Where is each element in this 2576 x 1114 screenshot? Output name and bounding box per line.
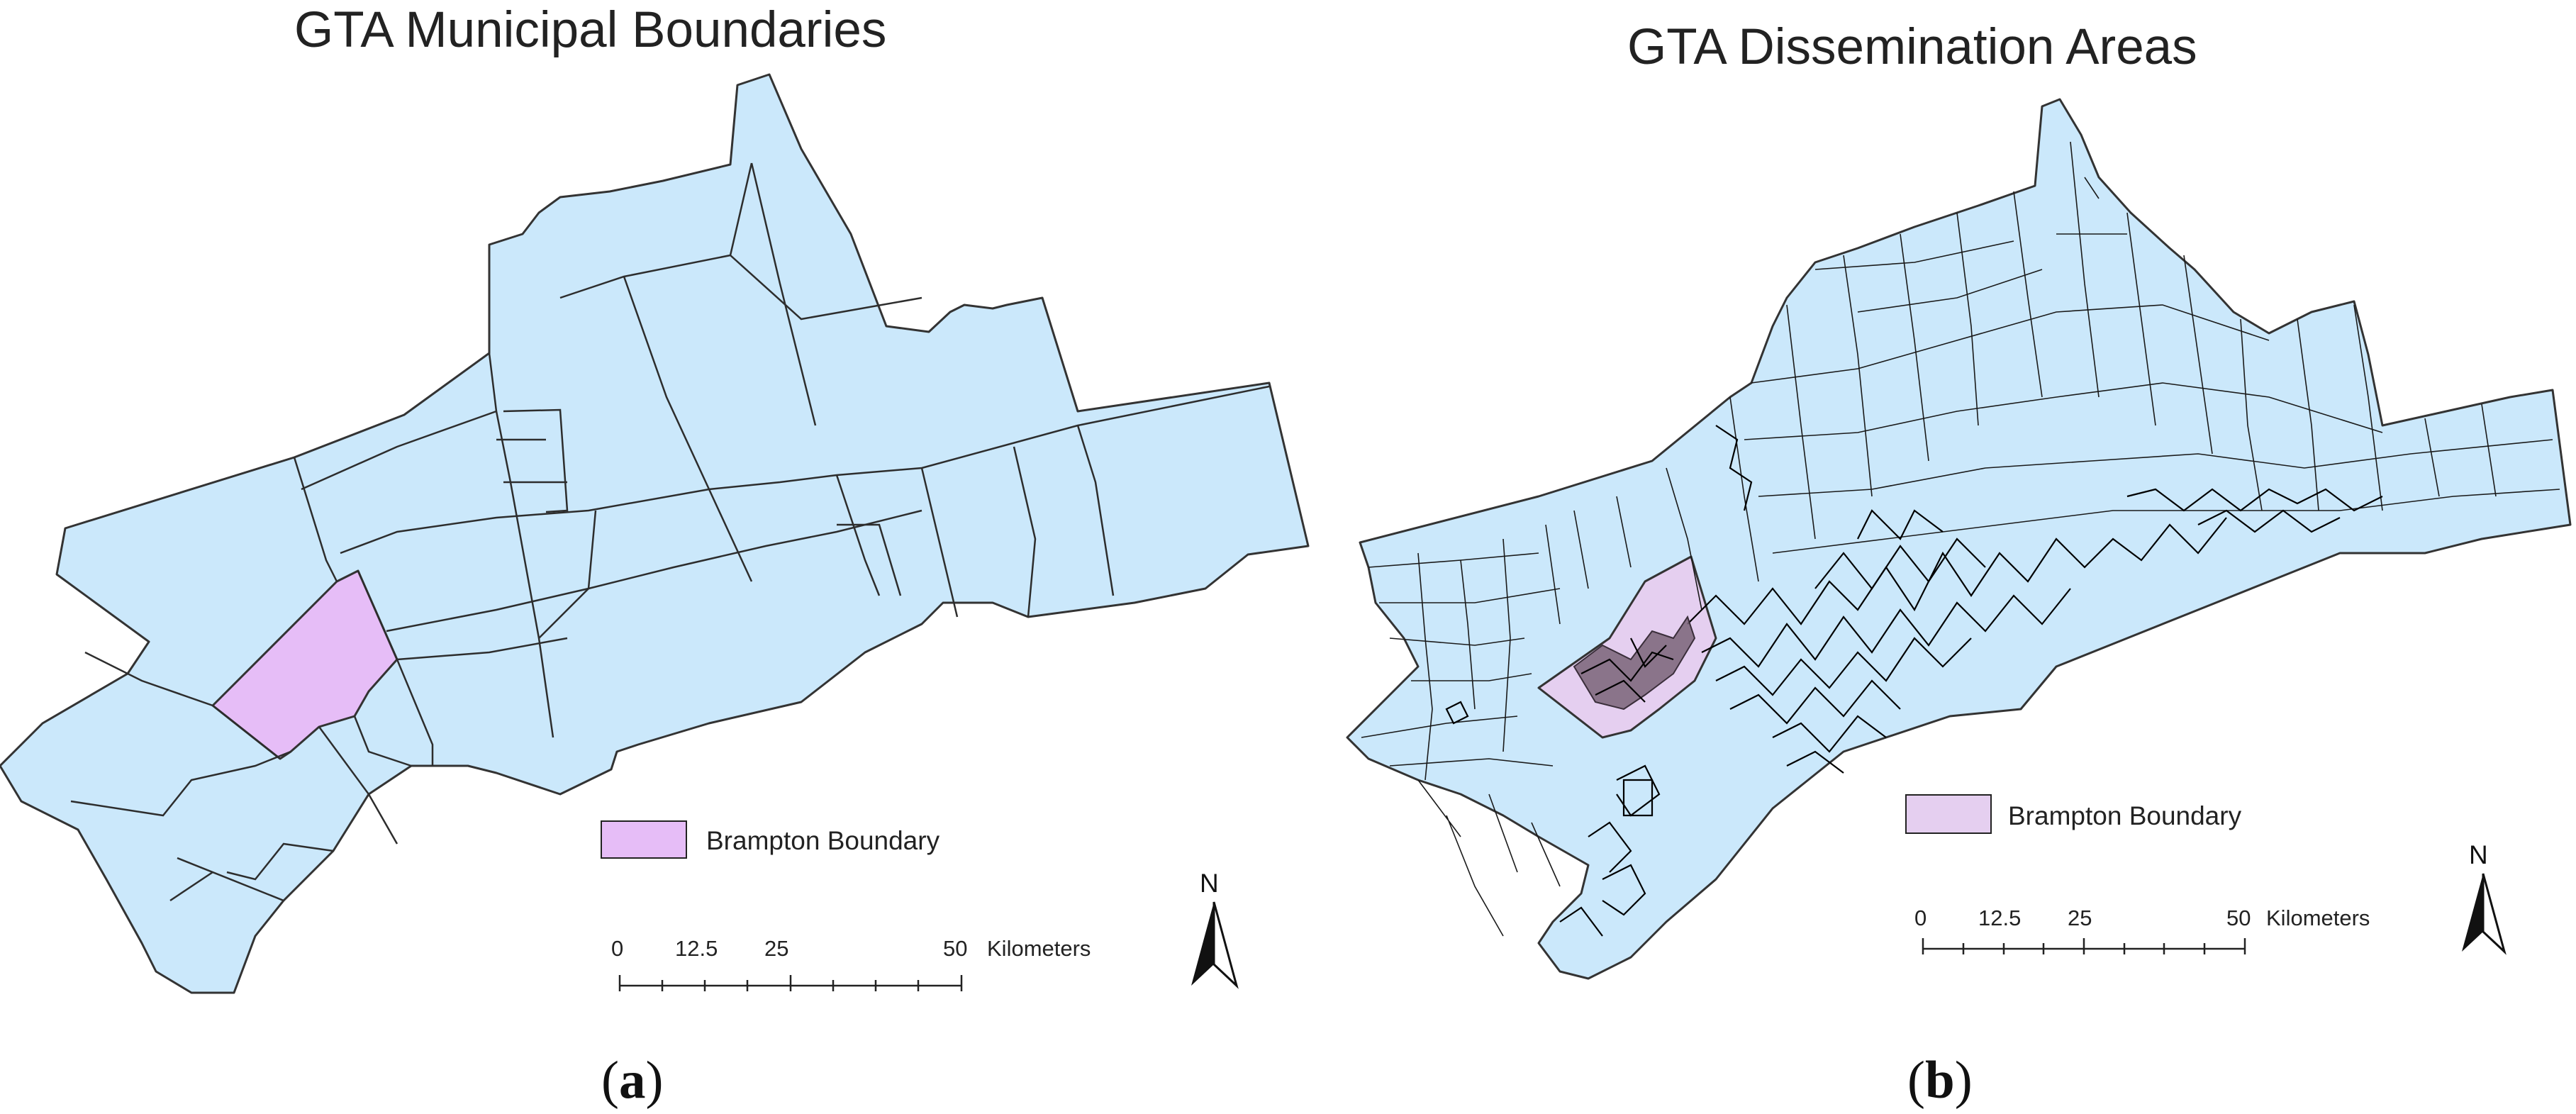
legend-b: Brampton Boundary <box>1905 794 2242 834</box>
brampton-boundary-a <box>211 569 398 760</box>
scale-tick-b-1: 12.5 <box>1978 906 2021 930</box>
north-arrow-icon <box>1191 902 1214 986</box>
scale-unit-a: Kilometers <box>987 936 1091 961</box>
north-arrow-icon <box>2482 873 2507 955</box>
scale-tick-b-2: 25 <box>2068 906 2092 930</box>
scale-tick-b-3: 50 <box>2226 906 2251 930</box>
scale-bar-a: 0 12.5 25 50 Kilometers <box>611 936 1091 991</box>
north-label-b: N <box>2469 840 2488 869</box>
dense-da-clusters <box>1445 425 2383 937</box>
map-a-region <box>0 73 1310 994</box>
legend-swatch-a <box>601 820 687 859</box>
legend-label-a: Brampton Boundary <box>706 826 940 855</box>
north-label-a: N <box>1200 869 1219 898</box>
municipal-boundaries <box>70 162 1270 902</box>
gta-outline-b <box>1346 98 2572 980</box>
scale-tick-b-0: 0 <box>1914 906 1927 930</box>
gta-outline <box>0 73 1310 994</box>
scale-bar-b: 0 12.5 25 50 Kilometers <box>1914 906 2370 954</box>
north-arrow-icon <box>2462 874 2483 952</box>
north-arrow-icon <box>1212 901 1239 989</box>
map-b-title: GTA Dissemination Areas <box>1627 19 2197 75</box>
caption-b: (b) <box>1907 1051 1973 1110</box>
scale-unit-b: Kilometers <box>2266 906 2370 930</box>
north-arrow-b: N <box>2462 840 2507 955</box>
legend-swatch-b <box>1905 794 1992 834</box>
legend-a: Brampton Boundary <box>601 820 940 859</box>
brampton-da-cluster <box>1573 615 1696 711</box>
scale-tick-a-2: 25 <box>764 936 788 961</box>
scale-tick-a-0: 0 <box>611 936 623 961</box>
map-a-title: GTA Municipal Boundaries <box>294 2 886 58</box>
brampton-boundary-b <box>1537 555 1717 739</box>
scale-line-b <box>1922 938 2246 954</box>
panel-a: GTA Municipal Boundaries <box>0 2 1310 1110</box>
scale-line-a <box>618 975 963 991</box>
north-arrow-a: N <box>1191 869 1239 989</box>
scale-tick-a-3: 50 <box>943 936 967 961</box>
panel-b: GTA Dissemination Areas <box>1346 19 2572 1110</box>
scale-tick-a-1: 12.5 <box>675 936 718 961</box>
dissemination-area-lines <box>1361 141 2560 937</box>
legend-label-b: Brampton Boundary <box>2008 801 2242 830</box>
map-b-region <box>1346 98 2572 980</box>
caption-a: (a) <box>601 1051 663 1110</box>
